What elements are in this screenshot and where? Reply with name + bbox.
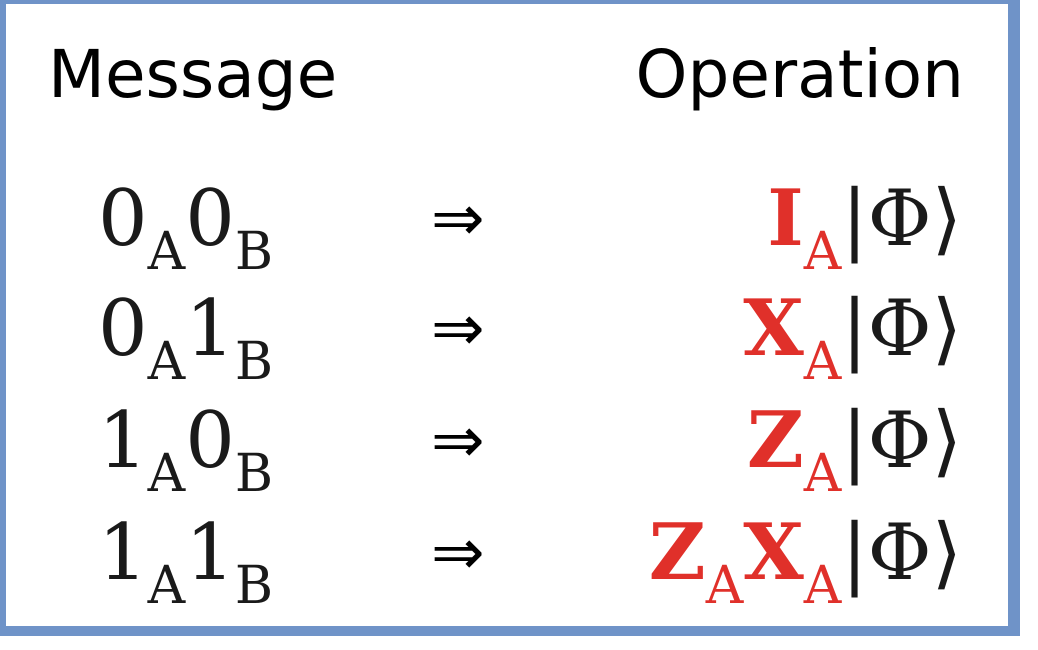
bit-value: 0 — [98, 174, 148, 264]
gate-subscript: A — [803, 222, 842, 282]
message-bits: 1A0B — [98, 386, 273, 505]
bit-subscript: A — [147, 332, 186, 392]
implies-arrow: ⇒ — [431, 404, 485, 478]
bit-value: 1 — [98, 508, 148, 598]
gate-subscript: A — [803, 556, 842, 616]
message-bits: 0A1B — [98, 274, 273, 393]
operation-expression: IA|Φ⟩ — [767, 164, 962, 283]
bit-subscript: A — [147, 556, 186, 616]
bit-subscript: B — [234, 222, 274, 282]
bit-subscript: A — [147, 222, 186, 282]
bit-subscript: B — [234, 556, 274, 616]
bit-subscript: B — [234, 332, 274, 392]
bit-value: 0 — [98, 284, 148, 374]
implies-arrow: ⇒ — [431, 292, 485, 366]
bit-subscript: A — [147, 444, 186, 504]
gate-symbol: Z — [746, 395, 804, 486]
gate-symbol: X — [743, 283, 804, 374]
state-ket: |Φ⟩ — [841, 508, 962, 598]
table-row: 0A1B ⇒ XA|Φ⟩ — [6, 274, 1008, 392]
gate-subscript: A — [705, 556, 744, 616]
table-frame: Message Operation 0A0B ⇒ IA|Φ⟩ 0A1B ⇒ XA… — [0, 0, 1020, 636]
bit-subscript: B — [234, 444, 274, 504]
state-ket: |Φ⟩ — [841, 396, 962, 486]
table-row: 0A0B ⇒ IA|Φ⟩ — [6, 164, 1008, 282]
operation-expression: XA|Φ⟩ — [743, 274, 962, 393]
bit-value: 0 — [185, 396, 235, 486]
bit-value: 1 — [185, 284, 235, 374]
implies-arrow: ⇒ — [431, 516, 485, 590]
gate-subscript: A — [803, 444, 842, 504]
gate-subscript: A — [803, 332, 842, 392]
bit-value: 0 — [185, 174, 235, 264]
operation-header: Operation — [635, 36, 964, 113]
message-header: Message — [48, 36, 338, 113]
gate-symbol: X — [743, 507, 804, 598]
operation-expression: ZA|Φ⟩ — [747, 386, 962, 505]
table-row: 1A1B ⇒ ZAXA|Φ⟩ — [6, 498, 1008, 616]
message-bits: 1A1B — [98, 498, 273, 617]
state-ket: |Φ⟩ — [841, 174, 962, 264]
table-row: 1A0B ⇒ ZA|Φ⟩ — [6, 386, 1008, 504]
operation-expression: ZAXA|Φ⟩ — [649, 498, 962, 617]
state-ket: |Φ⟩ — [841, 284, 962, 374]
implies-arrow: ⇒ — [431, 182, 485, 256]
message-bits: 0A0B — [98, 164, 273, 283]
gate-symbol: Z — [648, 507, 706, 598]
gate-symbol: I — [767, 173, 804, 264]
bit-value: 1 — [98, 396, 148, 486]
bit-value: 1 — [185, 508, 235, 598]
